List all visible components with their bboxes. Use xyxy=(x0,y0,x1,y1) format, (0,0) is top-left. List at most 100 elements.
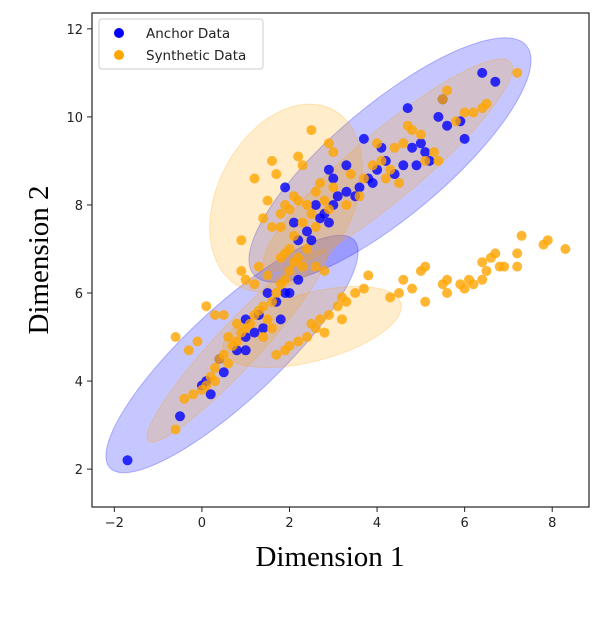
data-point xyxy=(223,358,234,369)
data-point xyxy=(358,133,369,144)
data-point xyxy=(218,310,229,320)
data-point xyxy=(315,314,326,325)
data-point xyxy=(315,178,326,188)
data-point xyxy=(398,274,409,285)
data-point xyxy=(477,67,488,78)
y-axis-label: Dimension 2 xyxy=(23,185,55,334)
data-point xyxy=(280,274,291,285)
data-point xyxy=(262,195,273,206)
data-point xyxy=(398,160,409,171)
data-point xyxy=(223,332,234,342)
data-point xyxy=(262,288,273,298)
data-point xyxy=(201,380,212,391)
data-point xyxy=(249,173,260,184)
data-point xyxy=(319,195,330,206)
data-point xyxy=(280,248,291,259)
data-point xyxy=(258,301,269,312)
data-point xyxy=(415,129,426,140)
data-point xyxy=(337,314,347,325)
data-point xyxy=(407,283,418,294)
data-point xyxy=(341,186,352,197)
x-axis-label: Dimension 1 xyxy=(255,541,404,573)
data-point xyxy=(205,389,216,400)
series-synthetic xyxy=(170,67,571,435)
data-point xyxy=(420,147,431,158)
data-point xyxy=(477,274,488,285)
data-point xyxy=(323,217,334,228)
data-point xyxy=(398,138,409,149)
data-point xyxy=(275,222,286,232)
data-point xyxy=(293,252,304,263)
data-point xyxy=(394,288,404,298)
data-point xyxy=(249,279,260,290)
data-point xyxy=(284,266,295,276)
x-tick-label: 0 xyxy=(198,516,206,531)
data-points xyxy=(122,67,571,466)
data-point xyxy=(240,274,251,285)
data-point xyxy=(323,204,334,215)
x-tick-label: 6 xyxy=(460,516,468,531)
data-point xyxy=(332,301,343,312)
data-point xyxy=(306,235,317,246)
anchor-ellipse-lower xyxy=(105,234,359,474)
x-axis: −2 0 2 4 6 8 xyxy=(105,507,556,531)
data-point xyxy=(218,367,229,378)
data-point xyxy=(341,200,352,210)
data-point xyxy=(267,222,277,232)
data-point xyxy=(297,261,308,272)
data-point xyxy=(188,389,199,400)
data-point xyxy=(262,270,273,281)
y-tick-label: 8 xyxy=(75,199,83,214)
data-point xyxy=(442,274,453,285)
legend-marker-synthetic xyxy=(114,50,124,60)
data-point xyxy=(302,332,312,342)
series-anchor xyxy=(122,67,501,466)
legend: Anchor Data Synthetic Data xyxy=(98,18,264,70)
data-point xyxy=(372,138,383,149)
data-point xyxy=(170,332,181,342)
data-point xyxy=(306,318,317,329)
data-point xyxy=(459,107,470,118)
data-point xyxy=(284,204,295,215)
data-point xyxy=(122,455,133,466)
data-point xyxy=(293,195,304,206)
data-point xyxy=(293,336,304,347)
data-point xyxy=(367,160,378,171)
data-point xyxy=(310,186,321,197)
data-point xyxy=(411,160,422,171)
data-point xyxy=(310,200,321,210)
plot-frame xyxy=(91,12,590,508)
data-point xyxy=(354,191,365,202)
data-point xyxy=(192,336,203,347)
data-point xyxy=(293,151,304,162)
data-point xyxy=(175,411,185,422)
data-point xyxy=(240,345,251,356)
data-point xyxy=(415,138,426,149)
data-point xyxy=(394,178,404,188)
data-point xyxy=(267,296,277,307)
legend-label-synthetic: Synthetic Data xyxy=(146,48,246,64)
data-point xyxy=(407,125,418,136)
data-point xyxy=(323,164,334,175)
data-point xyxy=(306,208,317,219)
data-point xyxy=(302,244,312,254)
data-point xyxy=(201,301,212,312)
data-point xyxy=(271,349,282,360)
data-point xyxy=(516,230,527,241)
data-point xyxy=(170,424,181,435)
data-point xyxy=(437,94,448,105)
x-tick-label: 4 xyxy=(373,516,381,531)
legend-label-anchor: Anchor Data xyxy=(146,26,230,42)
data-point xyxy=(402,103,413,114)
data-point xyxy=(345,169,356,180)
data-point xyxy=(275,208,286,219)
data-point xyxy=(442,288,453,298)
x-tick-label: 8 xyxy=(548,516,556,531)
data-point xyxy=(280,182,291,193)
data-point xyxy=(284,340,295,351)
data-point xyxy=(490,248,501,259)
data-point xyxy=(275,314,286,325)
data-point xyxy=(358,173,369,184)
y-axis: 2 4 6 8 10 12 xyxy=(66,23,92,478)
